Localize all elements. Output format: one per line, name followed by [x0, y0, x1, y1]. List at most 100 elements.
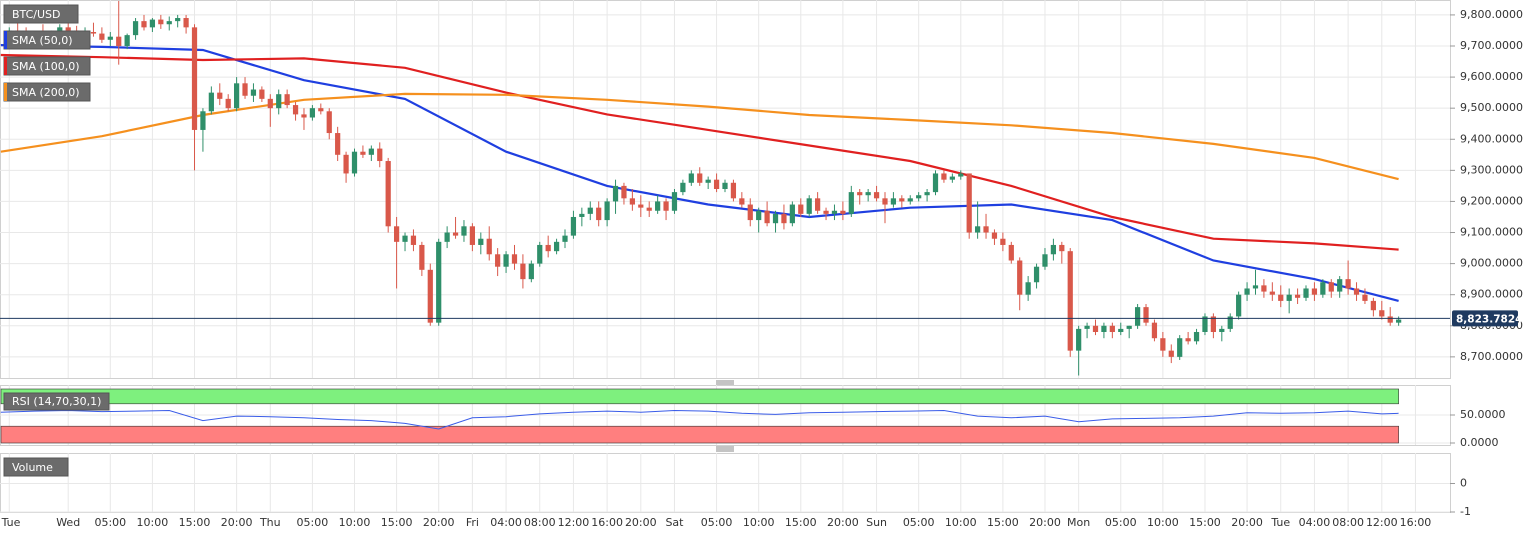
candle-body: [907, 198, 913, 202]
x-tick-label: 20:00: [625, 516, 657, 529]
legend-swatch: [4, 57, 7, 75]
candle-body: [1042, 254, 1048, 267]
candle-body: [1126, 325, 1132, 329]
legend-label[interactable]: Volume: [12, 461, 53, 474]
candle-body: [1379, 310, 1385, 317]
legend-label[interactable]: SMA (200,0): [12, 86, 80, 99]
candle-body: [1210, 316, 1216, 332]
candle-body: [831, 210, 838, 214]
candle-body: [276, 94, 282, 109]
candle-body: [191, 27, 198, 130]
candle-body: [528, 263, 534, 280]
x-tick-label: Thu: [259, 516, 281, 529]
candle-body: [612, 185, 619, 202]
candle-body: [815, 198, 821, 211]
candle-body: [975, 226, 981, 233]
candle-body: [452, 232, 459, 236]
candle-body: [1337, 279, 1343, 292]
candle-body: [65, 27, 71, 31]
candle-body: [629, 198, 635, 205]
y-tick-label: 0.0000: [1460, 436, 1499, 449]
x-tick-label: 12:00: [558, 516, 590, 529]
candle-body: [1320, 282, 1326, 295]
x-tick-label: 05:00: [297, 516, 329, 529]
candle-body: [1118, 328, 1124, 332]
candle-body: [217, 92, 223, 99]
candle-body: [1008, 244, 1014, 261]
panel-handle[interactable]: [716, 380, 734, 386]
x-tick-label: Fri: [466, 516, 479, 529]
candle-body: [1396, 319, 1402, 323]
oversold-band: [0, 425, 1399, 444]
candle-body: [680, 182, 686, 193]
candle-body: [873, 192, 880, 199]
candle-body: [132, 21, 139, 36]
panel-handle[interactable]: [716, 446, 734, 452]
candle-body: [1353, 288, 1360, 295]
legend-swatch: [4, 83, 7, 101]
candle-body: [579, 213, 585, 217]
y-tick-label: 0: [1460, 477, 1467, 490]
x-tick-label: 05:00: [701, 516, 733, 529]
x-tick-label: 10:00: [137, 516, 169, 529]
x-tick-label: 05:00: [1105, 516, 1137, 529]
candle-body: [149, 19, 156, 28]
candle-body: [621, 185, 627, 199]
legend-label[interactable]: BTC/USD: [12, 8, 61, 21]
candle-body: [663, 201, 669, 211]
candle-body: [309, 108, 316, 118]
candle-body: [343, 154, 349, 174]
candle-body: [764, 210, 770, 224]
candle-body: [1236, 294, 1242, 317]
candle-body: [958, 173, 964, 177]
y-tick-label: 8,700.0000: [1460, 350, 1523, 363]
candle-body: [486, 238, 492, 255]
candle-body: [1050, 244, 1057, 255]
candle-body: [1227, 316, 1233, 329]
legend-label[interactable]: SMA (100,0): [12, 60, 80, 73]
x-tick-label: 12:00: [1366, 516, 1398, 529]
candle-body: [840, 210, 846, 214]
x-tick-label: 15:00: [179, 516, 211, 529]
candle-body: [697, 173, 703, 183]
x-tick-label: 10:00: [1147, 516, 1179, 529]
legend-box[interactable]: [3, 457, 69, 477]
candle-body: [267, 98, 273, 109]
candle-body: [326, 111, 332, 134]
y-tick-label: 9,500.0000: [1460, 101, 1523, 114]
candle-body: [377, 148, 383, 162]
candle-body: [1109, 325, 1115, 332]
candle-body: [932, 173, 939, 193]
candle-body: [1370, 300, 1376, 311]
candle-body: [924, 192, 930, 196]
candle-body: [1134, 307, 1141, 326]
legend-box[interactable]: [3, 392, 110, 411]
candle-body: [393, 226, 400, 242]
candle-body: [1294, 294, 1301, 298]
candle-body: [250, 89, 257, 96]
candle-body: [410, 235, 417, 245]
legend-label[interactable]: RSI (14,70,30,1): [12, 395, 101, 408]
y-tick-label: 9,300.0000: [1460, 163, 1523, 176]
legend-box[interactable]: [3, 4, 79, 24]
candle-body: [225, 98, 231, 109]
candle-body: [890, 198, 897, 205]
candle-body: [1345, 279, 1351, 289]
candle-body: [1202, 316, 1208, 332]
x-tick-label: Mon: [1067, 516, 1090, 529]
candle-body: [1286, 294, 1292, 301]
candle-body: [520, 263, 526, 280]
candle-body: [292, 105, 299, 115]
candle-body: [671, 192, 678, 211]
candle-body: [655, 201, 661, 211]
candle-body: [495, 254, 501, 267]
candle-body: [360, 151, 366, 155]
x-tick-label: 20:00: [423, 516, 455, 529]
legend-swatch: [4, 31, 7, 49]
legend-label[interactable]: SMA (50,0): [12, 34, 73, 47]
candle-body: [1000, 238, 1006, 245]
x-tick-label: 05:00: [903, 516, 935, 529]
candle-body: [1278, 294, 1284, 301]
